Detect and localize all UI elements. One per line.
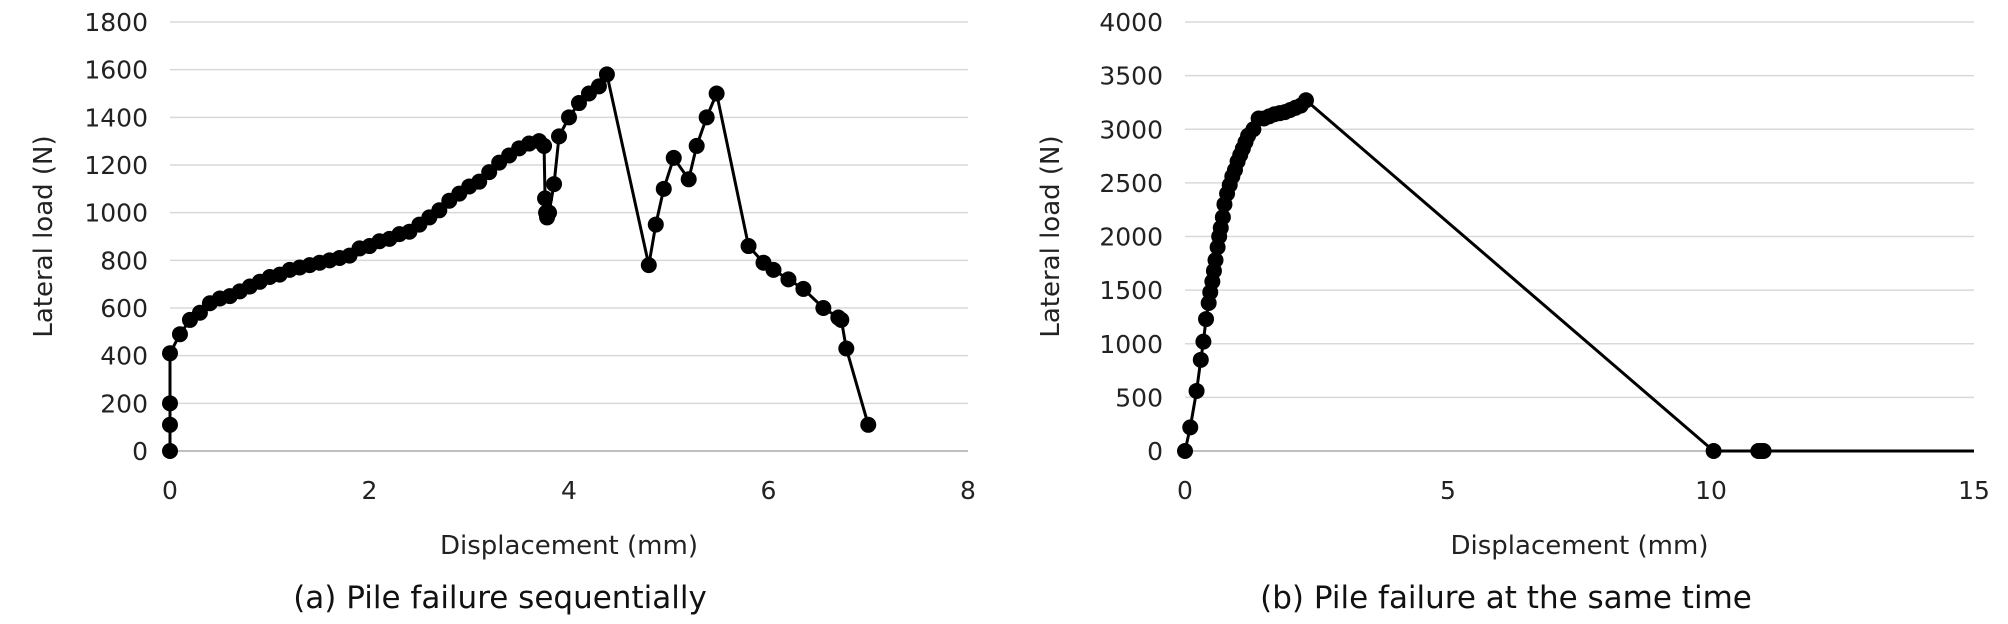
data-point [546, 176, 563, 193]
data-point [551, 128, 568, 145]
y-tick-label: 0 [1147, 437, 1163, 466]
x-tick-label: 2 [362, 476, 378, 505]
y-axis-label: Lateral load (N) [29, 135, 59, 337]
data-point [1192, 351, 1209, 368]
y-tick-label: 1500 [1099, 276, 1163, 305]
data-point [647, 216, 664, 233]
chart-b-caption: (b) Pile failure at the same time [1260, 580, 1752, 616]
y-tick-label: 2000 [1099, 223, 1163, 252]
x-tick-label: 10 [1695, 476, 1727, 505]
data-point [780, 271, 797, 288]
y-tick-label: 2500 [1099, 169, 1163, 198]
chart-a-plot: 0 200 400 600 800 1000 1200 1400 1600 1800 0 2 4 6 8 Di… [29, 8, 976, 561]
data-point [162, 395, 178, 412]
data-point [1755, 443, 1772, 459]
x-tick-label: 8 [960, 476, 976, 505]
y-tick-label: 800 [100, 246, 148, 275]
y-tick-label: 0 [132, 437, 148, 466]
data-point [590, 78, 607, 95]
data-point [795, 280, 812, 297]
y-tick-label: 3000 [1099, 115, 1163, 144]
data-point [162, 416, 178, 433]
y-tick-label: 500 [1115, 383, 1163, 412]
data-point [833, 311, 850, 328]
chart-b-plot: 0 500 1000 1500 2000 2500 3000 3500 4000 0 5 10 15 Di… [1036, 8, 1990, 561]
y-tick-label: 600 [100, 294, 148, 323]
data-point [471, 173, 488, 190]
x-tick-label: 4 [561, 476, 577, 505]
chart-panel-a: 0 200 400 600 800 1000 1200 1400 1600 1800 0 2 4 6 8 Di… [0, 0, 1000, 624]
data-point [537, 190, 554, 207]
data-point [570, 95, 587, 112]
x-tick-label: 6 [761, 476, 777, 505]
data-point [431, 202, 448, 219]
y-tick-label: 1600 [84, 56, 148, 85]
data-point [1182, 419, 1199, 436]
x-tick-label: 0 [1177, 476, 1193, 505]
data-point [171, 326, 188, 343]
x-axis-label: Displacement (mm) [1451, 531, 1709, 561]
series-line [1183, 98, 1974, 453]
data-point [698, 109, 715, 126]
data-point [1297, 92, 1314, 109]
data-point [740, 238, 757, 255]
data-point [688, 137, 705, 154]
data-point [838, 340, 855, 357]
data-point [1214, 209, 1231, 226]
x-tick-label: 5 [1440, 476, 1456, 505]
x-tick-label: 15 [1958, 476, 1990, 505]
x-axis-label: Displacement (mm) [440, 531, 698, 561]
y-tick-label: 400 [100, 342, 148, 371]
chart-panel-b: 0 500 1000 1500 2000 2500 3000 3500 4000 0 5 10 15 Di… [1004, 0, 2008, 624]
y-tick-label: 1200 [84, 151, 148, 180]
y-tick-label: 1000 [84, 199, 148, 228]
chart-a-caption: (a) Pile failure sequentially [293, 580, 707, 616]
data-point [1705, 443, 1722, 459]
data-point [860, 416, 877, 433]
y-tick-label: 3500 [1099, 62, 1163, 91]
y-tick-label: 1000 [1099, 330, 1163, 359]
data-point [1198, 311, 1215, 328]
data-point [162, 443, 178, 459]
data-point [481, 164, 498, 181]
data-point [561, 109, 577, 126]
data-point [191, 304, 208, 321]
data-point [680, 171, 697, 188]
data-point [536, 137, 553, 154]
data-point [640, 257, 657, 274]
data-point [655, 180, 672, 197]
data-point [162, 345, 178, 362]
data-point [1177, 443, 1193, 459]
y-tick-label: 4000 [1099, 8, 1163, 37]
data-point [1188, 382, 1205, 399]
data-point [598, 66, 615, 83]
y-tick-label: 1800 [84, 8, 148, 37]
data-point [1207, 252, 1224, 269]
data-point [708, 85, 725, 102]
data-point [815, 300, 832, 316]
y-tick-label: 1400 [84, 103, 148, 132]
data-point [1195, 333, 1212, 350]
y-tick-label: 200 [100, 389, 148, 418]
y-axis-label: Lateral load (N) [1036, 135, 1066, 337]
data-point [665, 149, 682, 166]
data-point [541, 204, 558, 221]
data-point [765, 261, 782, 278]
x-tick-label: 0 [162, 476, 178, 505]
